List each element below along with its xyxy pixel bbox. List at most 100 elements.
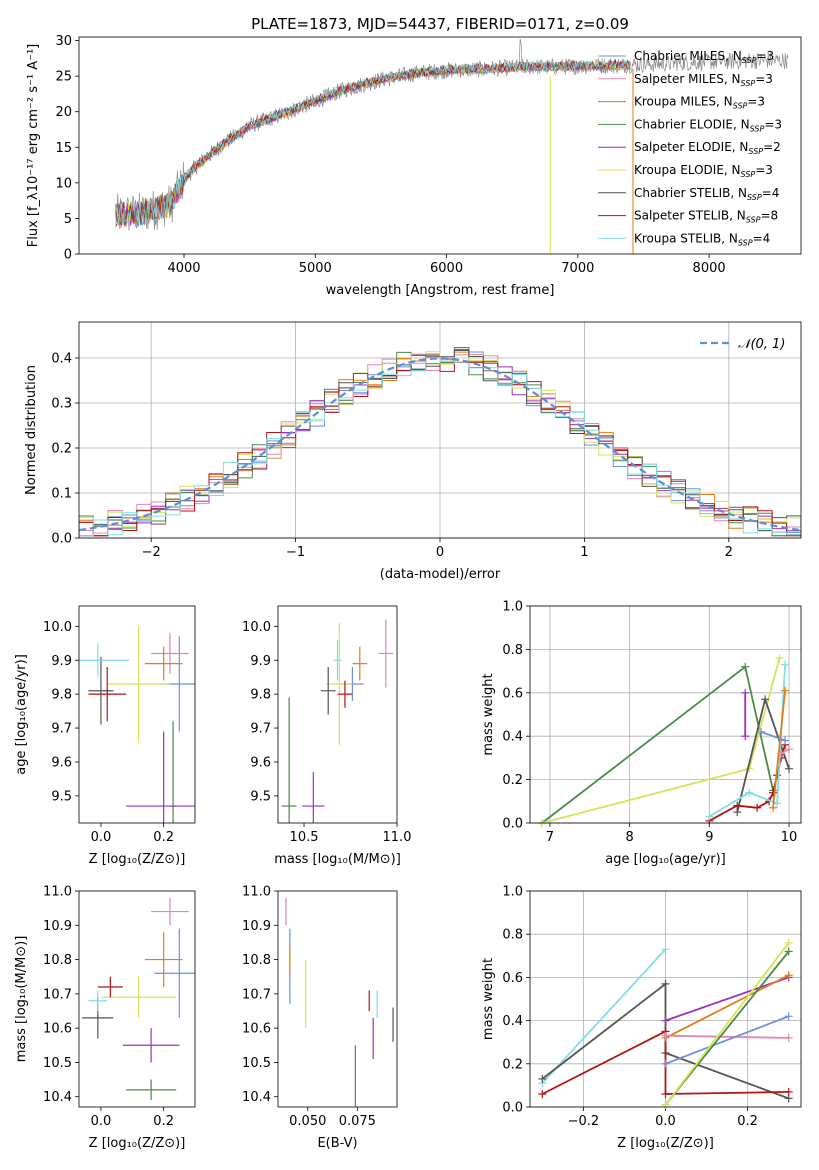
spectrum-model-line-salpeter_miles <box>115 61 631 226</box>
spectrum-model-line-chabrier_elodie <box>115 60 631 228</box>
legend-label-chabrier_stelib: Chabrier STELIB, NSSP=4 <box>634 186 779 202</box>
weight-marker-chabrier_elodie <box>784 947 793 956</box>
mass_vs_ebv-xlabel: E(B-V) <box>317 1136 357 1151</box>
mass_vs_Z-ytick-label: 10.5 <box>43 1056 72 1071</box>
errorbar-chabrier_elodie <box>126 1079 177 1101</box>
age_vs_Z-ytick-label: 9.9 <box>51 654 72 669</box>
weight-marker-kroupa_stelib <box>745 788 754 797</box>
errorbar-salpeter_miles <box>378 619 394 688</box>
legend-label-salpeter_elodie: Salpeter ELODIE, NSSP=2 <box>634 140 781 156</box>
mass_vs_ebv-ytick-label: 10.9 <box>242 919 271 934</box>
errorbar-salpeter_stelib <box>97 976 123 998</box>
spectrum-xtick-label: 5000 <box>299 261 332 276</box>
weight-marker-salpeter_miles <box>661 1031 670 1040</box>
weight-line-kroupa_stelib <box>541 948 667 1084</box>
age_vs_mass-xtick-label: 10.5 <box>290 830 319 845</box>
errorbar-salpeter_stelib <box>337 680 353 708</box>
residuals-ylabel: Normed distribution <box>24 365 39 495</box>
weight_vs_age-ytick-label: 0.4 <box>502 730 523 745</box>
weight_vs_age-xlabel: age [log₁₀(age/yr)] <box>605 852 726 867</box>
residuals-axes: −2 −1 0 1 2 0.0 0.1 0.2 0.3 0.4 <box>51 322 801 560</box>
mass_vs_Z-ytick-label: 10.8 <box>43 953 72 968</box>
errorbar-kroupa_elodie <box>107 626 170 742</box>
legend-label-chabrier_elodie: Chabrier ELODIE, NSSP=3 <box>634 117 782 133</box>
weight-marker-kroupa_stelib <box>661 945 670 954</box>
legend-sub: SSP <box>742 56 757 65</box>
legend-tail: =3 <box>756 49 774 63</box>
weight-marker-salpeter_miles <box>777 749 786 758</box>
errorbar-chabrier_elodie <box>281 697 297 823</box>
spectrum-ylabel: Flux [f_λ10⁻¹⁷ erg cm⁻² s⁻¹ A⁻¹] <box>26 44 41 248</box>
weight_vs_Z-ytick-label: 0.4 <box>502 1014 523 1029</box>
weight_vs_Z-axes: −0.2 0.0 0.2 0.0 0.2 0.4 0.6 0.8 1.0 <box>502 885 801 1129</box>
legend-tail: =3 <box>755 72 773 86</box>
legend-name: Kroupa ELODIE, N <box>634 163 741 177</box>
weight-marker-salpeter_miles <box>785 745 794 754</box>
weight_vs_Z-ytick-label: 0.2 <box>502 1057 523 1072</box>
errorbar-kroupa_stelib <box>88 990 108 1011</box>
legend-name: Kroupa STELIB, N <box>634 231 738 245</box>
legend-sub: SSP <box>747 193 762 202</box>
mass_vs_ebv-ytick-label: 10.4 <box>242 1090 271 1105</box>
spectrum-title: PLATE=1873, MJD=54437, FIBERID=0171, z=0… <box>251 15 629 33</box>
age_vs_Z-axes: 0.0 0.2 9.5 9.6 9.7 9.8 9.9 10.0 <box>43 620 195 845</box>
legend-sub: SSP <box>741 79 756 88</box>
errorbar-chabrier_miles <box>154 928 195 1018</box>
age_vs_Z-frame <box>78 605 196 824</box>
weight-marker-chabrier_stelib <box>785 764 794 773</box>
residuals-xtick-label: −1 <box>286 545 305 560</box>
legend-tail: =2 <box>763 140 781 154</box>
weight-line-kroupa_elodie <box>541 657 781 824</box>
age_vs_Z-xlabel: Z [log₁₀(Z/Z⊙)] <box>89 852 186 867</box>
spectrum-xtick-label: 6000 <box>430 261 463 276</box>
age_vs_mass-ytick-label: 9.9 <box>250 654 271 669</box>
mass_vs_Z-xtick-label: 0.0 <box>91 1114 112 1129</box>
weight_vs_Z-xlabel: Z [log₁₀(Z/Z⊙)] <box>617 1136 714 1151</box>
legend-sub: SSP <box>741 170 756 179</box>
weight-marker-salpeter_stelib <box>733 801 742 810</box>
spectrum-ytick-label: 0 <box>64 248 72 263</box>
mass_vs_ebv-ytick-label: 11.0 <box>242 885 271 900</box>
mass_vs_ebv-xtick-label: 0.050 <box>289 1114 326 1129</box>
mass_vs_ebv-ytick-label: 10.7 <box>242 987 271 1002</box>
legend-tail: =3 <box>755 163 773 177</box>
weight-marker-kroupa_miles <box>784 971 793 980</box>
age_vs_Z-ylabel: age [log₁₀(age/yr)] <box>14 654 29 775</box>
residuals-ytick-label: 0.0 <box>51 532 72 547</box>
residuals-xtick-label: 0 <box>436 545 444 560</box>
errorbar-kroupa_miles <box>352 646 368 681</box>
weight-marker-salpeter_elodie <box>741 688 750 697</box>
weight-marker-salpeter_stelib <box>753 803 762 812</box>
legend-label-salpeter_stelib: Salpeter STELIB, NSSP=8 <box>634 209 778 225</box>
age_vs_mass-frame <box>277 605 398 824</box>
weight-marker-kroupa_elodie <box>784 938 793 947</box>
spectrum-ytick-label: 20 <box>55 105 72 120</box>
errorbar-salpeter_stelib <box>88 667 127 722</box>
spectrum-model-line-kroupa_elodie <box>115 59 631 226</box>
mass_vs_ebv-frame <box>277 890 398 1108</box>
weight-marker-chabrier_stelib <box>661 979 670 988</box>
errorbar-salpeter_miles <box>151 897 189 926</box>
weight_vs_Z-ylabel: mass weight <box>481 958 496 1040</box>
weight-marker-salpeter_elodie <box>741 732 750 741</box>
weight-line-chabrier_miles <box>760 731 786 742</box>
weight-marker-kroupa_stelib <box>705 812 714 821</box>
age_vs_Z-ytick-label: 9.6 <box>51 755 72 770</box>
residuals-xlabel: (data-model)/error <box>380 567 501 582</box>
weight_vs_age-axes: 7 8 9 10 0.0 0.2 0.4 0.6 0.8 1.0 <box>502 600 801 845</box>
weight_vs_age-ytick-label: 1.0 <box>502 600 523 615</box>
weight-line-salpeter_miles <box>665 1034 789 1039</box>
mass_vs_ebv-ytick-label: 10.8 <box>242 953 271 968</box>
spectrum-model-line-chabrier_miles <box>115 61 631 228</box>
weight-marker-chabrier_miles <box>661 1059 670 1068</box>
legend-sub: SSP <box>748 147 763 156</box>
mass_vs_Z-ylabel: mass [log₁₀(M/M⊙)] <box>14 936 29 1063</box>
spectrum-ytick-label: 25 <box>55 70 72 85</box>
errorbar-salpeter_elodie <box>122 1028 180 1063</box>
age_vs_mass-axes: 10.5 11.0 9.5 9.6 9.7 9.8 9.9 10.0 <box>242 619 411 845</box>
weight_vs_age-ytick-label: 0.6 <box>502 686 523 701</box>
errorbar-salpeter_elodie <box>126 731 195 823</box>
weight-line-kroupa_elodie <box>664 942 790 1106</box>
legend-tail: =8 <box>760 209 778 223</box>
